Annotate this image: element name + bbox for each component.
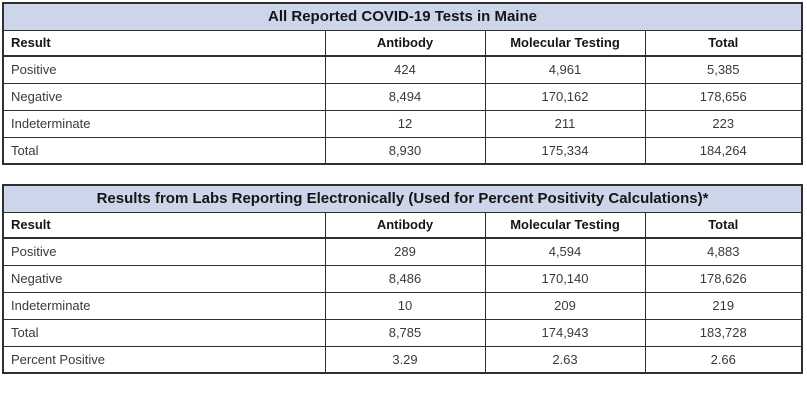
table-row-positive: Positive 289 4,594 4,883	[2, 237, 803, 266]
table-row-negative: Negative 8,486 170,140 178,626	[2, 264, 803, 293]
row-label: Positive	[2, 55, 326, 84]
column-header-antibody: Antibody	[324, 211, 486, 239]
cell-value: 3.29	[324, 345, 486, 374]
cell-value: 178,626	[644, 264, 803, 293]
cell-value: 175,334	[484, 136, 646, 165]
cell-value: 209	[484, 291, 646, 320]
table-row-indeterminate: Indeterminate 10 209 219	[2, 291, 803, 320]
cell-value: 5,385	[644, 55, 803, 84]
row-label: Indeterminate	[2, 291, 326, 320]
column-header-result: Result	[2, 211, 326, 239]
row-label: Indeterminate	[2, 109, 326, 138]
cell-value: 2.63	[484, 345, 646, 374]
cell-value: 4,961	[484, 55, 646, 84]
cell-value: 219	[644, 291, 803, 320]
cell-value: 8,494	[324, 82, 486, 111]
row-label: Total	[2, 318, 326, 347]
table-row-positive: Positive 424 4,961 5,385	[2, 55, 803, 84]
table-row-total: Total 8,930 175,334 184,264	[2, 136, 803, 165]
column-header-molecular-testing: Molecular Testing	[484, 29, 646, 57]
row-label: Negative	[2, 82, 326, 111]
cell-value: 12	[324, 109, 486, 138]
table-row-negative: Negative 8,494 170,162 178,656	[2, 82, 803, 111]
column-header-molecular-testing: Molecular Testing	[484, 211, 646, 239]
cell-value: 8,486	[324, 264, 486, 293]
row-label: Negative	[2, 264, 326, 293]
table-header-row: Result Antibody Molecular Testing Total	[2, 211, 803, 239]
cell-value: 178,656	[644, 82, 803, 111]
row-label: Percent Positive	[2, 345, 326, 374]
cell-value: 170,140	[484, 264, 646, 293]
column-header-result: Result	[2, 29, 326, 57]
cell-value: 8,930	[324, 136, 486, 165]
cell-value: 4,594	[484, 237, 646, 266]
cell-value: 183,728	[644, 318, 803, 347]
table-title-row: All Reported COVID-19 Tests in Maine	[2, 2, 803, 31]
electronic-labs-results-table: Results from Labs Reporting Electronical…	[2, 184, 803, 374]
cell-value: 289	[324, 237, 486, 266]
table-row-total: Total 8,785 174,943 183,728	[2, 318, 803, 347]
row-label: Total	[2, 136, 326, 165]
table-title: All Reported COVID-19 Tests in Maine	[2, 2, 803, 31]
covid-tests-report-page: All Reported COVID-19 Tests in Maine Res…	[2, 2, 807, 374]
cell-value: 4,883	[644, 237, 803, 266]
column-header-total: Total	[644, 211, 803, 239]
cell-value: 10	[324, 291, 486, 320]
table-header-row: Result Antibody Molecular Testing Total	[2, 29, 803, 57]
column-header-total: Total	[644, 29, 803, 57]
cell-value: 184,264	[644, 136, 803, 165]
all-reported-tests-table: All Reported COVID-19 Tests in Maine Res…	[2, 2, 804, 165]
cell-value: 174,943	[484, 318, 646, 347]
cell-value: 223	[644, 109, 803, 138]
cell-value: 424	[324, 55, 486, 84]
table-row-indeterminate: Indeterminate 12 211 223	[2, 109, 803, 138]
table-row-percent-positive: Percent Positive 3.29 2.63 2.66	[2, 345, 803, 374]
cell-value: 170,162	[484, 82, 646, 111]
cell-value: 2.66	[644, 345, 803, 374]
cell-value: 8,785	[324, 318, 486, 347]
table-title: Results from Labs Reporting Electronical…	[2, 184, 803, 213]
table-title-row: Results from Labs Reporting Electronical…	[2, 184, 803, 213]
tables-spacer	[2, 165, 807, 184]
column-header-antibody: Antibody	[324, 29, 486, 57]
cell-value: 211	[484, 109, 646, 138]
row-label: Positive	[2, 237, 326, 266]
